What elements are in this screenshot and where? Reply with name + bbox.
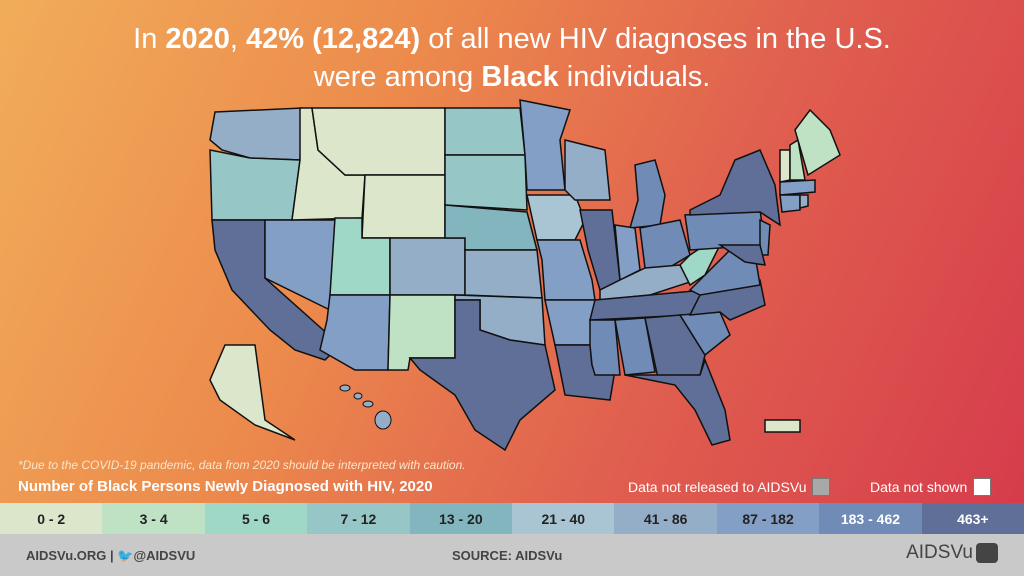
legend-bin: 0 - 2 xyxy=(0,503,103,534)
headline-comma: , xyxy=(229,23,247,55)
state-wy xyxy=(361,174,446,239)
logo-text: AIDSVu xyxy=(906,542,973,563)
state-ma xyxy=(779,179,816,196)
state-ri xyxy=(799,194,809,209)
state-oh xyxy=(639,219,691,271)
legend-not-shown: Data not shown xyxy=(870,478,992,496)
state-hi xyxy=(339,384,351,392)
legend-title: Number of Black Persons Newly Diagnosed … xyxy=(18,478,433,495)
state-ms xyxy=(589,319,621,376)
state-az xyxy=(319,294,391,371)
legend-bin: 13 - 20 xyxy=(409,503,513,534)
footer: AIDSVu.ORG | 🐦@AIDSVU SOURCE: AIDSVu AID… xyxy=(0,534,1024,576)
headline-text: In xyxy=(133,23,166,55)
state-pr xyxy=(764,419,801,433)
legend-bin: 7 - 12 xyxy=(307,503,410,534)
headline-percent: 42% (12,824) xyxy=(246,23,421,55)
state-hi xyxy=(362,400,374,408)
state-mn xyxy=(519,99,571,191)
state-co xyxy=(389,237,466,296)
state-hi xyxy=(353,392,363,400)
headline-text: of all new HIV diagnoses in the U.S. xyxy=(420,23,891,55)
state-hi xyxy=(374,410,392,430)
headline-year: 2020 xyxy=(165,23,230,55)
state-ga xyxy=(644,314,706,379)
state-mo xyxy=(536,239,596,301)
headline-text: individuals. xyxy=(558,61,711,93)
state-ak xyxy=(209,344,296,441)
legend-bins: 0 - 2 3 - 4 5 - 6 7 - 12 13 - 20 21 - 40… xyxy=(0,503,1024,534)
state-fl xyxy=(624,357,731,446)
us-choropleth-map xyxy=(209,99,841,452)
legend-bin: 463+ xyxy=(921,503,1024,534)
state-ks xyxy=(464,249,543,299)
state-ct xyxy=(779,194,801,213)
legend-bin: 87 - 182 xyxy=(716,503,820,534)
state-nj xyxy=(759,218,771,256)
not-shown-label: Data not shown xyxy=(870,479,968,495)
headline: In 2020, 42% (12,824) of all new HIV dia… xyxy=(0,20,1024,96)
aidsvu-logo: AIDSVu xyxy=(906,542,998,564)
state-ny xyxy=(689,149,781,227)
legend-bin: 5 - 6 xyxy=(204,503,308,534)
legend-bin: 3 - 4 xyxy=(102,503,205,534)
footer-source: SOURCE: AIDSVu xyxy=(452,548,563,563)
state-sd xyxy=(444,154,528,211)
state-nd xyxy=(444,107,526,156)
state-vt xyxy=(779,149,791,183)
state-ia xyxy=(526,194,586,241)
headline-text: were among xyxy=(313,61,482,93)
legend-bin: 41 - 86 xyxy=(614,503,717,534)
state-pa xyxy=(684,209,766,251)
state-or xyxy=(209,149,301,221)
us-map-logo-icon xyxy=(976,543,998,563)
state-ar xyxy=(544,299,596,346)
state-md xyxy=(717,244,767,266)
state-me xyxy=(794,108,841,177)
not-released-label: Data not released to AIDSVu xyxy=(628,479,807,495)
covid-note: *Due to the COVID-19 pandemic, data from… xyxy=(18,458,466,472)
not-released-swatch xyxy=(812,478,831,496)
state-al xyxy=(614,317,656,376)
legend-bin: 21 - 40 xyxy=(512,503,615,534)
state-tx xyxy=(408,299,556,452)
footer-links[interactable]: AIDSVu.ORG | 🐦@AIDSVU xyxy=(26,548,196,563)
legend-bin: 183 - 462 xyxy=(819,503,922,534)
state-mi xyxy=(628,159,666,229)
state-wi xyxy=(564,139,611,201)
legend-not-released: Data not released to AIDSVu xyxy=(628,478,831,496)
headline-group: Black xyxy=(481,61,559,93)
not-shown-swatch xyxy=(973,478,992,496)
